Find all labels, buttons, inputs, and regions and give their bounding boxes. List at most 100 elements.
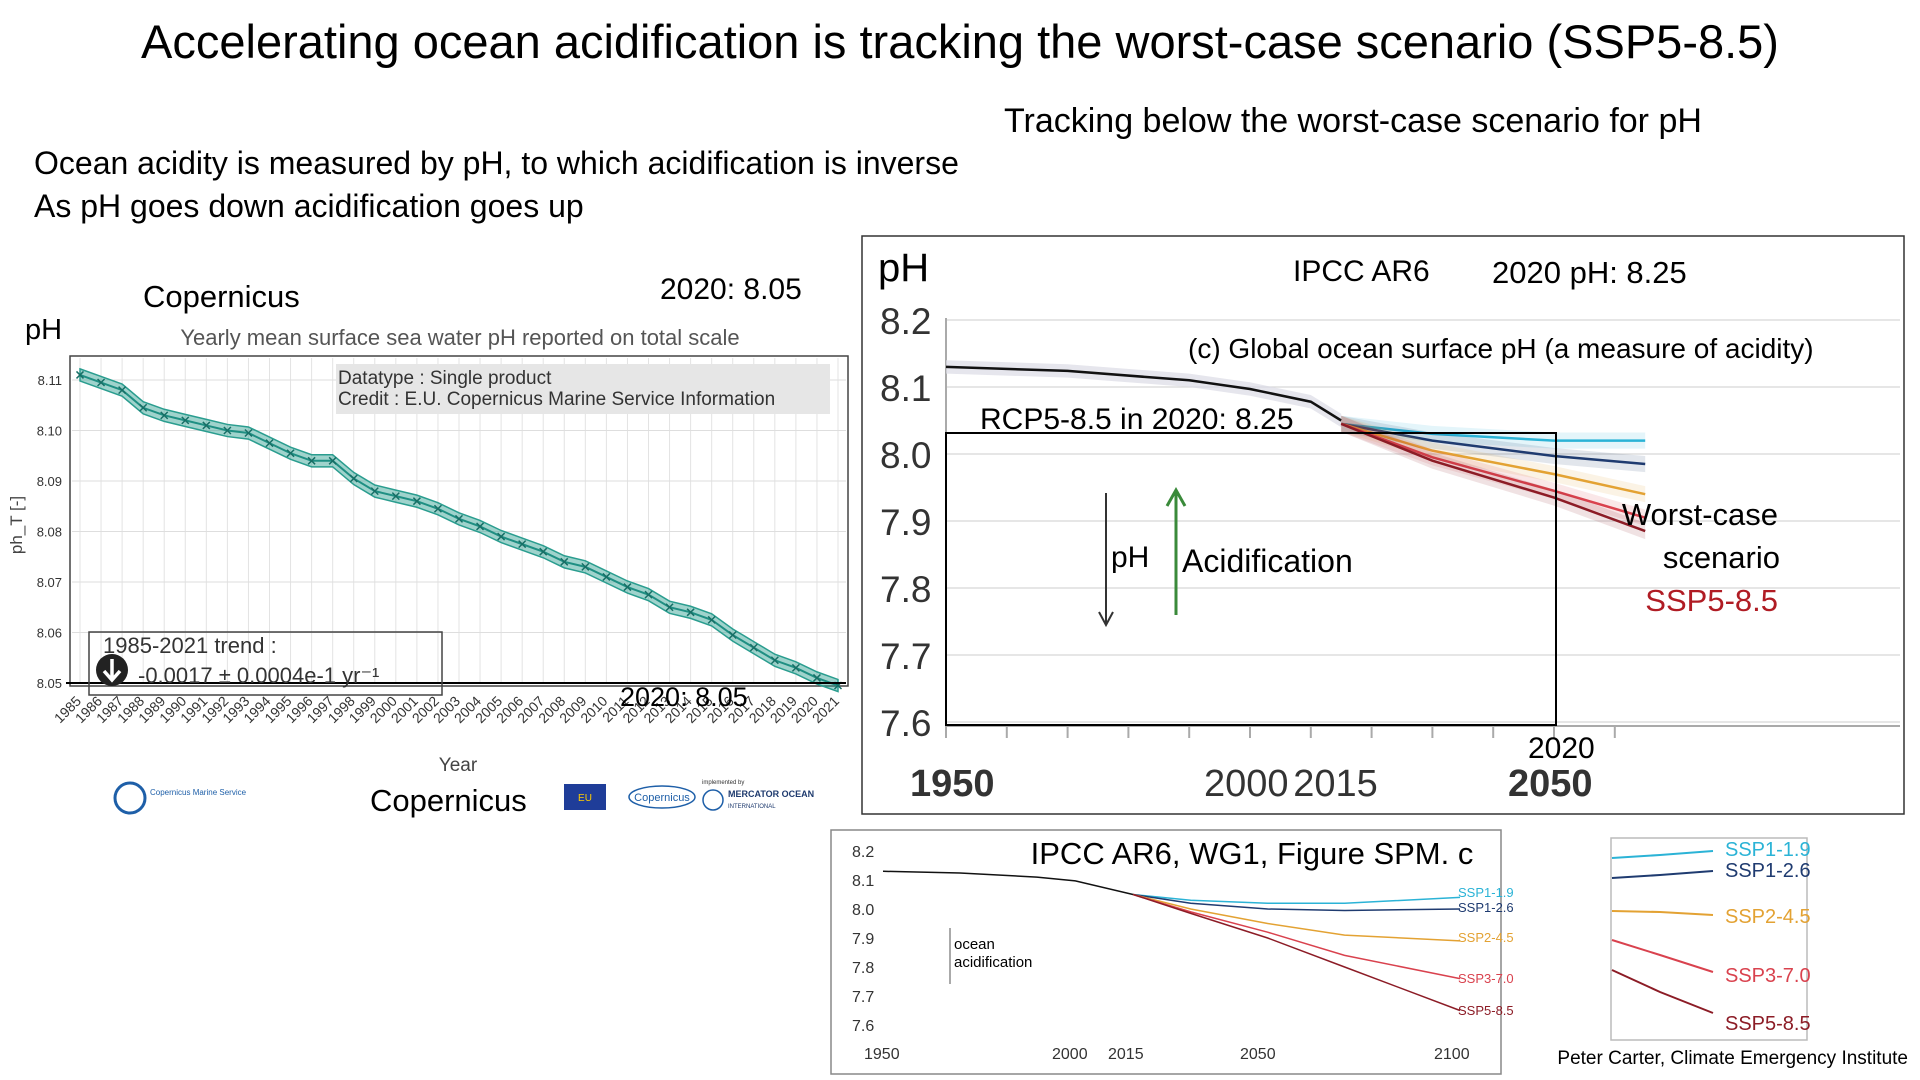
copernicus-y-tick: 8.08 xyxy=(37,525,62,540)
trend-label: 1985-2021 trend : xyxy=(103,633,277,658)
copernicus-point xyxy=(581,562,590,571)
legend-swatch xyxy=(1611,910,1714,916)
copernicus-source-label: Copernicus xyxy=(143,279,300,314)
ipcc-y-unit: pH xyxy=(878,246,929,290)
trend-box xyxy=(88,631,443,696)
copernicus-point xyxy=(476,522,485,531)
copernicus-markers xyxy=(75,370,843,690)
copernicus-point xyxy=(812,673,821,682)
reference-line-label: 2020: 8.05 xyxy=(620,682,748,712)
copernicus-marine-logo: Copernicus Marine Service xyxy=(113,781,247,815)
ipcc-main-panel: pH IPCC AR6 2020 pH: 8.25 (c) Global oce… xyxy=(861,235,1905,815)
ipcc-y-tick: 8.0 xyxy=(880,435,931,476)
trend-value: -0.0017 ± 0.0004e-1 yr⁻¹ xyxy=(138,663,379,688)
copernicus-y-tick: 8.09 xyxy=(37,474,62,489)
right-heading: Tracking below the worst-case scenario f… xyxy=(1004,102,1702,140)
copernicus-point xyxy=(560,557,569,566)
legend-swatch xyxy=(1611,870,1714,879)
copernicus-point xyxy=(139,403,148,412)
ipcc-y-tick: 7.8 xyxy=(880,569,931,610)
copernicus-y-ticks: 8.05 8.06 8.07 8.08 8.09 8.10 8.11 xyxy=(37,373,62,691)
legend-swatch xyxy=(1611,850,1714,859)
ipcc-series-band xyxy=(1341,415,1646,526)
ipcc-x-ticks: 1950 2000 2015 2050 xyxy=(910,763,1593,805)
small-y-tick: 7.9 xyxy=(852,931,874,948)
small-series-line xyxy=(1132,893,1461,912)
small-panel-title: IPCC AR6, WG1, Figure SPM. c xyxy=(1031,836,1474,871)
ipcc-x-tick: 2050 xyxy=(1508,763,1593,805)
copernicus-y-tick: 8.10 xyxy=(37,424,62,439)
small-panel-frame xyxy=(830,829,1502,1075)
copernicus-point xyxy=(518,540,527,549)
ipcc-series-band xyxy=(1341,415,1646,540)
small-y-tick: 8.1 xyxy=(852,873,874,890)
small-lines xyxy=(882,870,1461,1012)
copernicus-point xyxy=(454,514,464,523)
small-y-tick: 7.8 xyxy=(852,960,874,977)
small-x-tick: 1950 xyxy=(864,1046,900,1063)
arrow-down-icon-glyph xyxy=(102,659,122,683)
copernicus-y-unit: pH xyxy=(25,314,62,346)
legend-label: SSP2-4.5 xyxy=(1725,906,1811,928)
copernicus-y-tick: 8.11 xyxy=(38,373,62,388)
copernicus-point xyxy=(181,416,190,425)
legend-label: SSP5-8.5 xyxy=(1725,1013,1811,1035)
ipcc-y-tick: 7.9 xyxy=(880,502,931,543)
ipcc-y-tick: 7.7 xyxy=(880,636,931,677)
copernicus-point xyxy=(623,583,632,592)
copernicus-panel: Copernicus 2020: 8.05 pH Yearly mean sur… xyxy=(7,273,849,818)
ipcc-y-ticks: 8.2 8.1 8.0 7.9 7.8 7.7 7.6 xyxy=(880,301,931,744)
legend-label: SSP3-7.0 xyxy=(1725,965,1811,987)
copernicus-point xyxy=(370,487,379,496)
ipcc-x-tick: 1950 xyxy=(910,763,995,805)
copernicus-point xyxy=(97,378,106,387)
ipcc-y-tick: 8.1 xyxy=(880,368,931,409)
copernicus-point xyxy=(244,428,253,438)
author-credit: Peter Carter, Climate Emergency Institut… xyxy=(1557,1048,1908,1069)
ipcc-value-note: 2020 pH: 8.25 xyxy=(1492,255,1687,290)
ipcc-main-frame xyxy=(861,235,1905,815)
copernicus-point xyxy=(160,411,169,420)
small-x-tick: 2015 xyxy=(1108,1046,1144,1063)
small-series-label: SSP1-2.6 xyxy=(1458,900,1514,915)
small-series-line xyxy=(1132,893,1461,1012)
copernicus-point xyxy=(349,474,358,483)
worst-case-line3: SSP5-8.5 xyxy=(1645,583,1778,618)
legend-label: SSP1-1.9 xyxy=(1725,839,1811,861)
ipcc-x-tick: 2000 xyxy=(1204,763,1289,805)
copernicus-point xyxy=(728,630,737,640)
copernicus-value-note: 2020: 8.05 xyxy=(660,273,802,306)
ipcc-source-label: IPCC AR6 xyxy=(1293,255,1430,288)
copernicus-point xyxy=(202,421,211,430)
rcp-box xyxy=(945,432,1557,726)
info-box xyxy=(336,364,830,414)
copernicus-point xyxy=(749,643,758,652)
mercator-logo-text: MERCATOR OCEAN xyxy=(728,789,814,799)
copernicus-point xyxy=(391,492,400,501)
copernicus-point xyxy=(497,532,506,541)
copernicus-point xyxy=(686,608,695,617)
ipcc-historical-band xyxy=(946,360,1342,428)
mercator-impl-text: implemented by xyxy=(702,780,744,786)
copernicus-point xyxy=(433,504,442,513)
copernicus-point xyxy=(75,370,85,379)
page-title: Accelerating ocean acidification is trac… xyxy=(141,15,1779,68)
small-series-line xyxy=(1132,893,1461,980)
copernicus-point xyxy=(539,547,548,556)
copernicus-bottom-label: Copernicus xyxy=(370,783,527,818)
small-x-tick: 2050 xyxy=(1240,1046,1276,1063)
legend-lines xyxy=(1611,850,1714,1014)
legend-swatch xyxy=(1611,969,1714,1014)
small-acid-note2: acidification xyxy=(954,954,1032,971)
mercator-icon xyxy=(702,789,724,811)
copernicus-logo-text: Copernicus xyxy=(634,792,690,804)
ph-down-arrowhead xyxy=(1098,611,1114,628)
year-2020-label: 2020 xyxy=(1528,732,1595,765)
copernicus-point xyxy=(665,603,674,612)
mercator-sub-text: INTERNATIONAL xyxy=(728,804,776,810)
ipcc-y-tick: 7.6 xyxy=(880,703,931,744)
copernicus-y-tick: 8.06 xyxy=(37,626,62,641)
worst-case-line1: Worst-case xyxy=(1622,497,1778,532)
